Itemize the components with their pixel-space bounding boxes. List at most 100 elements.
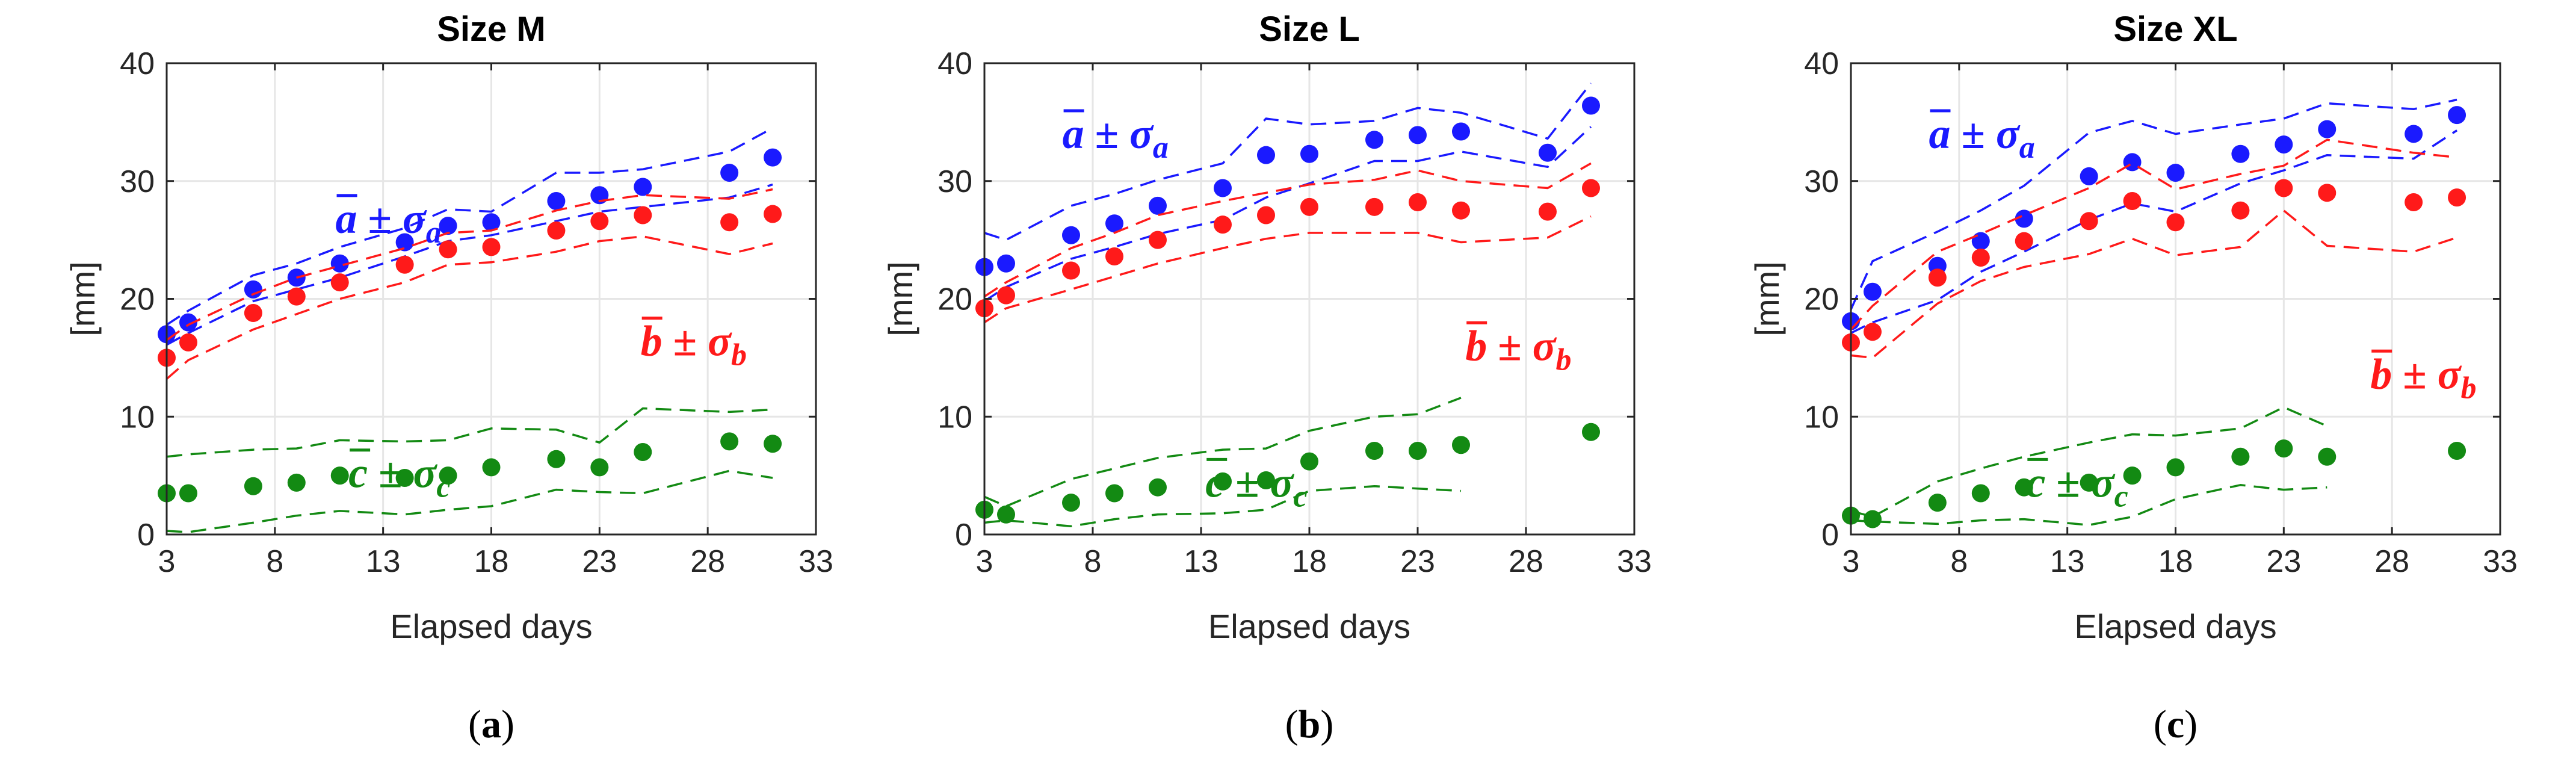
subfigure-open-paren: ( bbox=[468, 702, 481, 746]
y-tick-label: 0 bbox=[1821, 518, 1839, 553]
series-b-point bbox=[590, 212, 609, 231]
series-a-point bbox=[2166, 164, 2185, 182]
x-tick-label: 3 bbox=[158, 544, 176, 579]
y-tick-label: 10 bbox=[1804, 400, 1839, 435]
series-a-annotation: a ± σa bbox=[1929, 110, 2034, 165]
series-b-lower-line bbox=[165, 235, 773, 380]
annotation-plus-minus: ± bbox=[1498, 321, 1522, 370]
series-b-point bbox=[395, 255, 414, 274]
annotation-mean-symbol: b bbox=[641, 317, 663, 365]
x-tick-label: 8 bbox=[1950, 544, 1968, 579]
annotation-sigma: σ bbox=[1533, 321, 1557, 370]
series-b-point bbox=[1582, 179, 1600, 197]
series-b-point bbox=[1365, 197, 1383, 216]
annotation-sigma: σ bbox=[403, 194, 427, 243]
chart-title: Size XL bbox=[2113, 10, 2237, 49]
series-a-point bbox=[1582, 96, 1600, 115]
series-b-point bbox=[2166, 213, 2185, 232]
series-a-point bbox=[634, 178, 652, 196]
series-b-annotation: b ± σb bbox=[2370, 350, 2476, 405]
series-c-point bbox=[1300, 452, 1318, 471]
panel-c: 3 8 13 18 23 28 33 0 10 20 30 40 Size XL Elapsed days… bbox=[1748, 10, 2518, 746]
subfigure-letter: b bbox=[1299, 702, 1321, 746]
series-b-point bbox=[2448, 188, 2466, 207]
y-tick-label: 20 bbox=[120, 282, 155, 317]
series-c-point bbox=[1409, 442, 1427, 460]
series-c-upper-line bbox=[166, 407, 773, 458]
annotation-plus-minus: ± bbox=[1095, 110, 1119, 158]
annotation-mean-symbol: c bbox=[1205, 458, 1225, 506]
series-a-point bbox=[2231, 144, 2250, 163]
series-c-point bbox=[2080, 473, 2098, 492]
x-tick-label: 3 bbox=[976, 544, 993, 579]
y-tick-label: 30 bbox=[937, 164, 972, 199]
series-a-lower-line bbox=[984, 126, 1592, 302]
series-a-point bbox=[1105, 214, 1123, 233]
series-a-point bbox=[2318, 120, 2337, 138]
series-c-point bbox=[2448, 442, 2466, 460]
series-c-point bbox=[764, 435, 782, 453]
y-axis-label: [mm] bbox=[1748, 261, 1786, 336]
series-a-point bbox=[1539, 143, 1557, 162]
subfigure-close-paren: ) bbox=[1320, 702, 1333, 746]
annotation-sigma: σ bbox=[708, 317, 732, 365]
series-a-annotation: a ± σa bbox=[336, 194, 442, 250]
subfigure-letter: c bbox=[2167, 702, 2184, 746]
annotation-sigma: σ bbox=[2091, 458, 2116, 506]
series-c-point bbox=[1928, 494, 1947, 512]
series-b-point bbox=[764, 205, 782, 223]
series-c-point bbox=[1452, 436, 1470, 454]
series-b-point bbox=[1105, 247, 1123, 266]
x-tick-label: 33 bbox=[798, 544, 833, 579]
annotation-sigma: σ bbox=[1129, 110, 1154, 158]
series-a-point bbox=[1452, 122, 1470, 141]
series-b-point bbox=[1928, 268, 1947, 287]
x-tick-label: 13 bbox=[1184, 544, 1219, 579]
series-a-point bbox=[1149, 196, 1167, 215]
series-b-point bbox=[997, 286, 1015, 305]
annotation-sigma-subscript: b bbox=[1556, 342, 1572, 377]
subfigure-open-paren: ( bbox=[1285, 702, 1299, 746]
series-b-point bbox=[1300, 197, 1318, 216]
panel-b: 3 8 13 18 23 28 33 0 10 20 30 40 Size L Elapsed days [… bbox=[882, 10, 1652, 746]
y-tick-label: 10 bbox=[937, 400, 972, 435]
series-a-point bbox=[395, 233, 414, 252]
series-a-point bbox=[482, 213, 501, 232]
x-tick-label: 13 bbox=[2050, 544, 2085, 579]
series-b-point bbox=[547, 221, 566, 240]
annotation-mean-symbol: a bbox=[336, 194, 357, 243]
subfigure-open-paren: ( bbox=[2154, 702, 2167, 746]
series-c-annotation: c ± σc bbox=[1205, 458, 1307, 513]
series-b-upper-line bbox=[1850, 138, 2457, 330]
series-a-point bbox=[1409, 126, 1427, 144]
y-tick-label: 10 bbox=[120, 400, 155, 435]
series-b-point bbox=[1452, 201, 1470, 220]
series-b-point bbox=[244, 303, 262, 322]
series-c-point bbox=[720, 432, 739, 451]
series-a-point bbox=[2275, 135, 2293, 154]
y-tick-label: 40 bbox=[1804, 46, 1839, 81]
annotation-sigma-subscript: a bbox=[2019, 131, 2035, 165]
series-b-point bbox=[439, 240, 457, 259]
series-b-point bbox=[1149, 231, 1167, 249]
subfigure-label: (c) bbox=[2154, 702, 2198, 746]
series-a-point bbox=[330, 254, 349, 273]
y-tick-label: 30 bbox=[1804, 164, 1839, 199]
series-b-point bbox=[2015, 232, 2033, 250]
series-b-upper-line bbox=[165, 188, 773, 341]
series-a-upper-line bbox=[984, 82, 1592, 241]
series-b-upper-line bbox=[984, 162, 1592, 298]
series-a-point bbox=[1365, 131, 1383, 149]
x-tick-label: 18 bbox=[2158, 544, 2193, 579]
series-c-point bbox=[634, 442, 652, 461]
series-b-point bbox=[1971, 248, 1990, 267]
series-c-point bbox=[2275, 439, 2293, 458]
y-axis-label: [mm] bbox=[64, 261, 102, 336]
series-a-point bbox=[1214, 179, 1232, 197]
x-tick-label: 23 bbox=[582, 544, 617, 579]
x-axis-label: Elapsed days bbox=[390, 607, 592, 645]
series-c-point bbox=[1062, 494, 1080, 512]
series-c-point bbox=[395, 469, 414, 488]
series-b-lower-line bbox=[1850, 209, 2457, 359]
series-c-point bbox=[179, 484, 197, 503]
